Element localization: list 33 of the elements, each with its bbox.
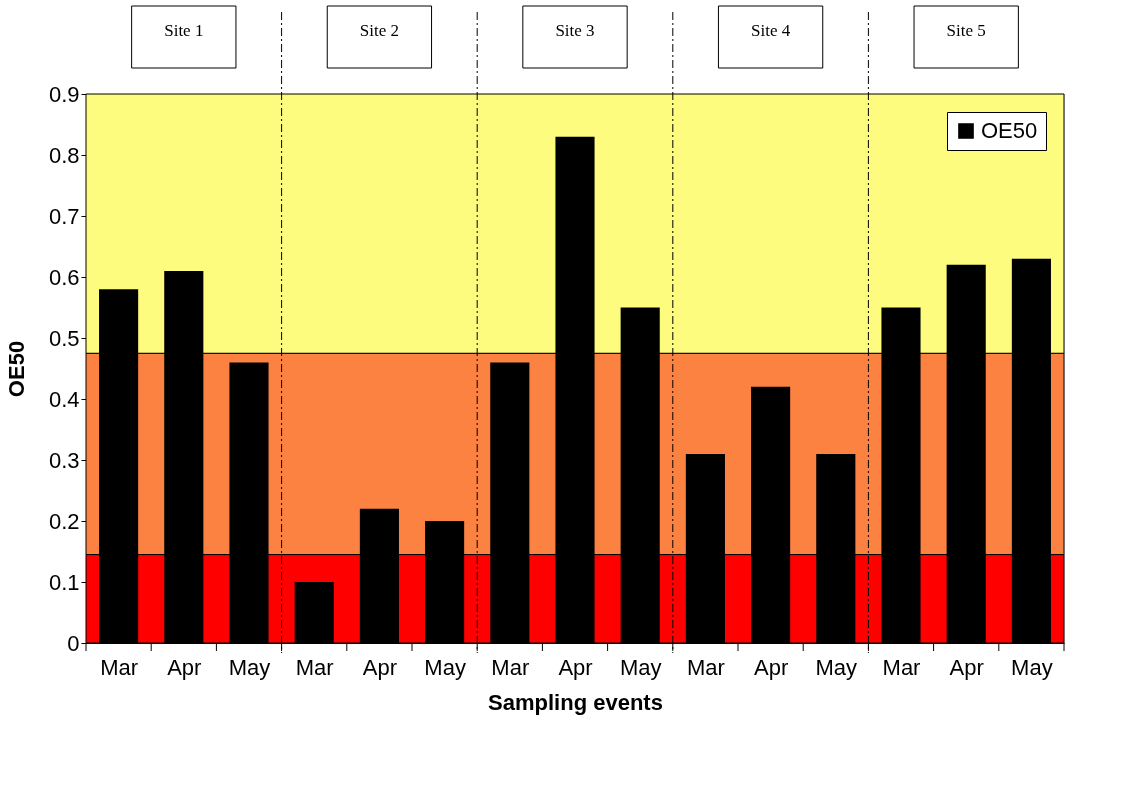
y-tick-label: 0.7 [48, 203, 80, 229]
y-tick-label: 0.2 [48, 508, 80, 534]
x-tick-label: May [619, 654, 662, 680]
text: Site 4 [751, 21, 791, 40]
y-tick-label: 0 [67, 630, 80, 656]
y-axis-title: OE50 [3, 340, 29, 398]
x-tick-label: Apr [558, 654, 593, 680]
x-tick-label: May [228, 654, 271, 680]
y-tick-label: 0.1 [48, 569, 80, 595]
x-tick-label: May [1011, 654, 1053, 680]
text: Site 5 [946, 21, 986, 40]
text: Site 2 [359, 21, 399, 40]
x-tick-label: Mar [491, 654, 530, 680]
x-tick-label: May [424, 654, 466, 680]
y-tick-label: 0.5 [48, 325, 80, 351]
x-tick-label: Apr [753, 654, 789, 680]
x-tick-label: Apr [167, 654, 202, 680]
y-tick-label: 0.3 [48, 447, 80, 473]
y-tick-label: 0.6 [48, 264, 80, 290]
x-tick-label: Mar [882, 654, 921, 680]
x-axis-title: Sampling events [488, 689, 663, 715]
text: Site 1 [164, 21, 204, 40]
x-tick-label: Mar [686, 654, 725, 680]
x-tick-label: Apr [362, 654, 398, 680]
text: Site 3 [555, 21, 595, 40]
x-tick-label: Apr [949, 654, 984, 680]
y-tick-label: 0.4 [48, 386, 80, 412]
y-tick-label: 0.8 [48, 142, 80, 168]
x-tick-label: Mar [295, 654, 334, 680]
x-tick-label: May [815, 654, 858, 680]
y-tick-label: 0.9 [48, 81, 80, 107]
x-tick-label: Mar [100, 654, 139, 680]
legend-label: OE50 [981, 118, 1038, 143]
